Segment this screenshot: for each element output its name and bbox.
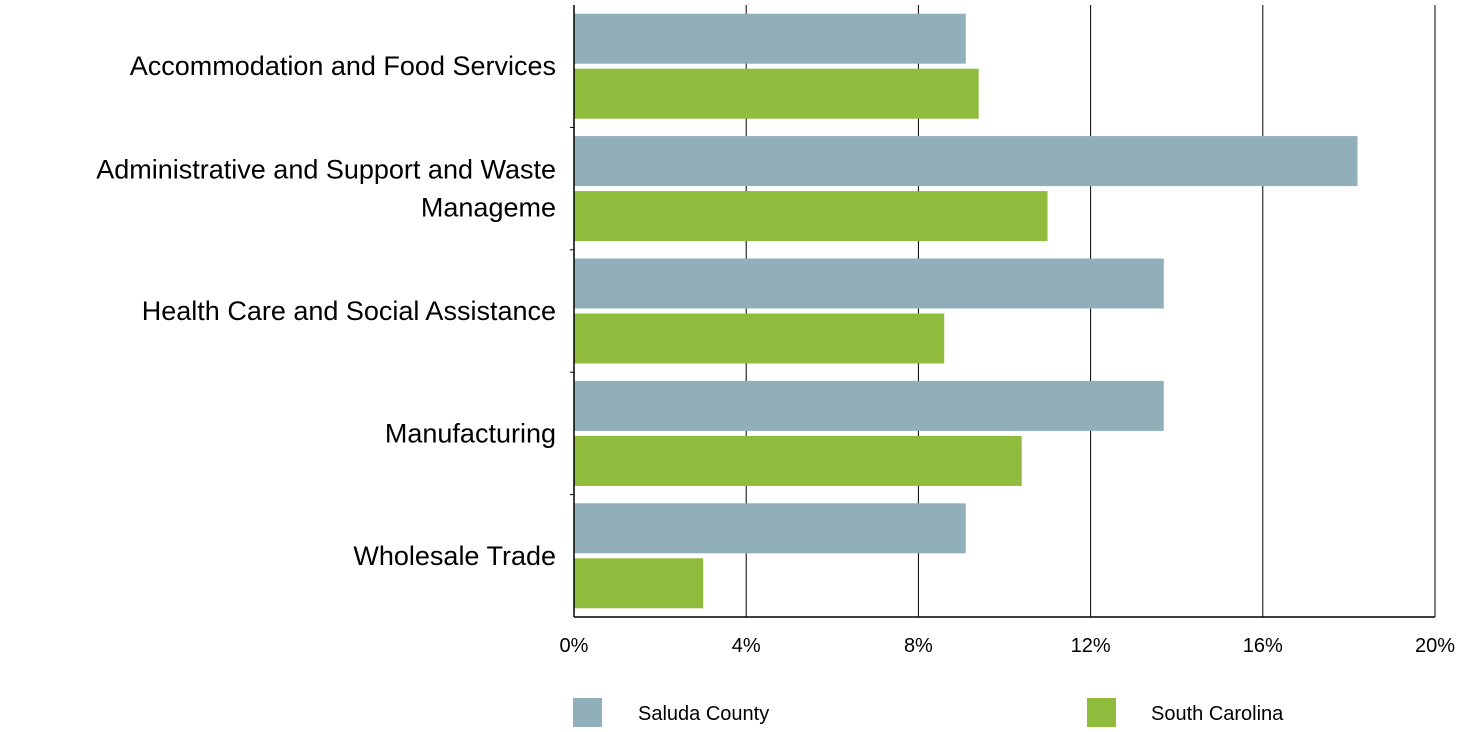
category-label-line: Administrative and Support and Waste	[96, 155, 556, 185]
x-tick-label: 8%	[904, 635, 933, 657]
category-label: Administrative and Support and Waste Mana…	[96, 155, 556, 223]
category-label: Accommodation and Food Services	[130, 51, 556, 81]
bar-saluda-county-4	[574, 503, 966, 554]
x-tick-label: 0%	[560, 635, 589, 657]
legend-swatch	[573, 698, 602, 727]
bar-saluda-county-2	[574, 258, 1164, 309]
category-label-line: Wholesale Trade	[353, 541, 556, 571]
bar-south-carolina-2	[574, 313, 945, 364]
category-labels: Accommodation and Food Services Administr…	[96, 51, 556, 571]
x-tick-label: 20%	[1415, 635, 1455, 657]
bars	[574, 13, 1358, 609]
bar-south-carolina-4	[574, 558, 704, 609]
bar-saluda-county-3	[574, 380, 1164, 431]
bar-south-carolina-0	[574, 68, 979, 119]
category-label: Health Care and Social Assistance	[142, 296, 556, 326]
category-label-line: Manufacturing	[385, 418, 556, 448]
bar-saluda-county-1	[574, 136, 1358, 187]
category-label: Wholesale Trade	[353, 541, 556, 571]
legend-swatch	[1087, 698, 1116, 727]
x-tick-label: 16%	[1243, 635, 1283, 657]
x-tick-labels: 0% 4% 8% 12% 16% 20%	[560, 635, 1456, 657]
bar-south-carolina-1	[574, 191, 1048, 242]
legend: Saluda County South Carolina	[573, 698, 1284, 727]
bar-south-carolina-3	[574, 435, 1022, 486]
x-tick-label: 4%	[732, 635, 761, 657]
category-label-line: Health Care and Social Assistance	[142, 296, 556, 326]
category-label-line: Manageme	[421, 193, 556, 223]
axes	[570, 5, 1435, 618]
bar-saluda-county-0	[574, 13, 966, 64]
legend-label: Saluda County	[638, 703, 769, 725]
legend-label: South Carolina	[1151, 703, 1284, 725]
category-label: Manufacturing	[385, 418, 556, 448]
x-tick-label: 12%	[1071, 635, 1111, 657]
category-label-line: Accommodation and Food Services	[130, 51, 556, 81]
